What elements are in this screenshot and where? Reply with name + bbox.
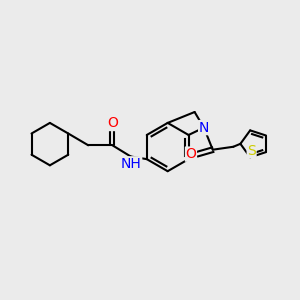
Text: N: N [199,121,209,135]
Text: O: O [107,116,118,130]
Text: O: O [185,147,197,161]
Text: NH: NH [121,157,142,171]
Text: S: S [247,144,256,158]
